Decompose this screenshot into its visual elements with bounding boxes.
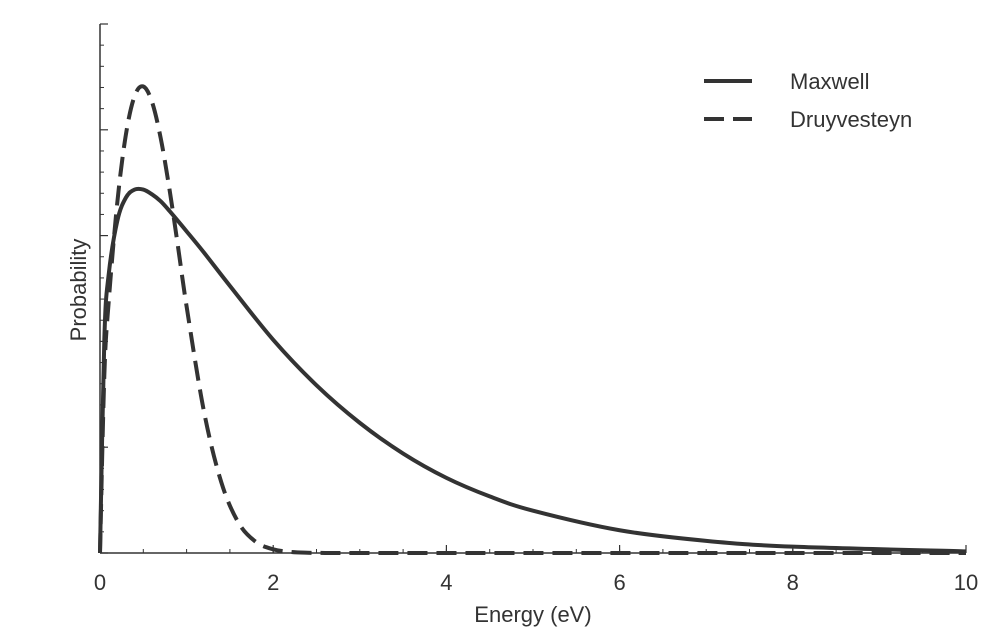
y-axis-label: Probability — [66, 239, 91, 342]
legend-label-druyvesteyn: Druyvesteyn — [790, 107, 912, 132]
legend: Maxwell Druyvesteyn — [704, 69, 912, 132]
series-line-druyvesteyn — [98, 84, 966, 556]
x-tick-label: 6 — [613, 570, 625, 595]
x-tick-label: 4 — [440, 570, 452, 595]
series-line-maxwell — [98, 186, 967, 554]
x-tick-label: 0 — [94, 570, 106, 595]
x-tick-label: 2 — [267, 570, 279, 595]
x-axis-label: Energy (eV) — [474, 602, 591, 627]
legend-label-maxwell: Maxwell — [790, 69, 869, 94]
x-tick-label: 10 — [954, 570, 978, 595]
x-tick-label: 8 — [787, 570, 799, 595]
series-lines — [98, 84, 967, 556]
